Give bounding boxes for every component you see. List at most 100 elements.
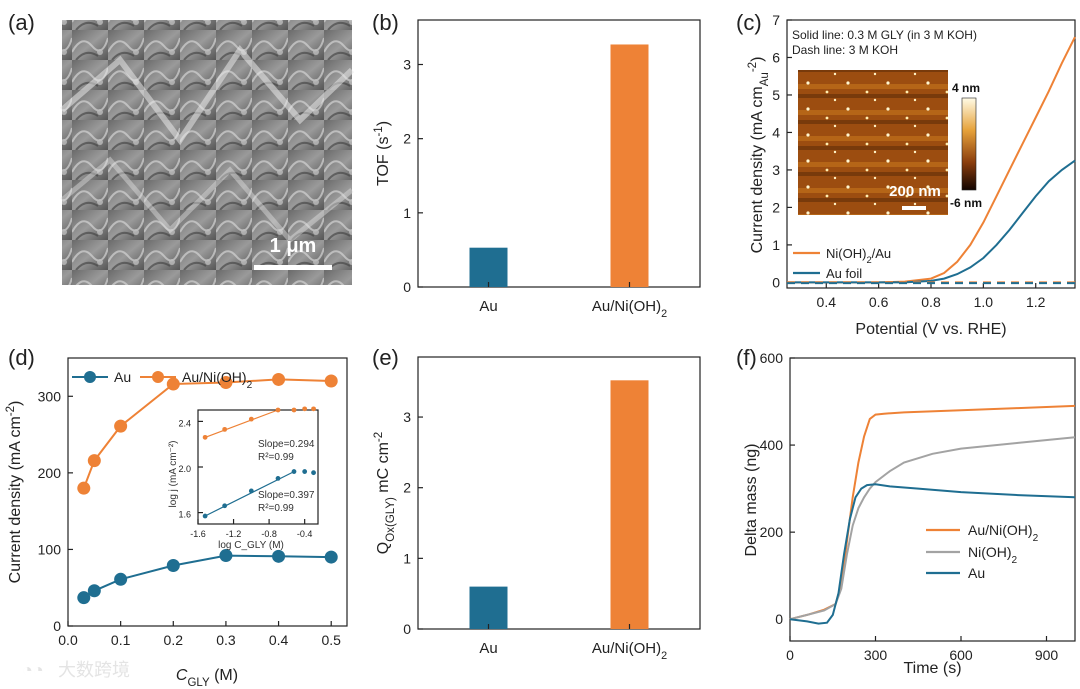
- y-axis-label-part: mC cm: [375, 442, 392, 497]
- data-point: [324, 374, 338, 388]
- x-tick-label: -1.6: [190, 529, 206, 539]
- panel-c-note-dash: Dash line: 3 M KOH: [792, 43, 898, 57]
- y-axis-label-part: -1: [373, 126, 385, 136]
- afm-colorbar-min: -6 nm: [950, 196, 982, 210]
- y-axis-label-part: TOF (s: [375, 137, 392, 186]
- panel-b-label: (b): [372, 10, 399, 35]
- sem-scale-label: 1 μm: [270, 235, 317, 257]
- y-tick-label: 300: [38, 388, 62, 404]
- y-axis-label-part: Current density (mA cm: [7, 416, 24, 583]
- x-tick-label: -0.8: [261, 529, 277, 539]
- inset-xlabel: log C_GLY (M): [218, 540, 284, 551]
- legend-label-part: /Au: [872, 246, 892, 261]
- data-point: [272, 372, 286, 386]
- legend-marker: [84, 371, 96, 383]
- x-category-label: Au: [479, 298, 497, 315]
- legend-label: Ni(OH)2: [968, 544, 1018, 566]
- y-axis-label-part: Delta mass (ng): [743, 444, 760, 557]
- y-tick-label: 200: [38, 465, 62, 481]
- x-category-label: Au: [479, 640, 497, 657]
- x-axis-label: Potential (V vs. RHE): [855, 321, 1006, 338]
- y-tick-label: 0: [403, 279, 411, 295]
- legend-label-part: Ni(OH): [826, 246, 866, 261]
- x-tick-label: 0: [786, 647, 794, 663]
- series-line: [787, 36, 1076, 284]
- x-category-label-part: Au: [479, 640, 497, 657]
- sem-image: [62, 20, 352, 285]
- y-tick-label: 2: [403, 480, 411, 496]
- afm-scale-label: 200 nm: [889, 183, 941, 200]
- data-point: [324, 550, 338, 564]
- inset-slope-au: Slope=0.397: [258, 490, 315, 501]
- y-tick-label: 200: [760, 524, 784, 540]
- y-axis-label-part: -2: [373, 432, 385, 442]
- bar-au: [469, 247, 508, 287]
- inset-ylabel: log j (mA cm⁻²): [168, 441, 179, 508]
- x-category-label-part: 2: [661, 650, 667, 662]
- axes-frame: [789, 357, 1076, 642]
- panel-f-label: (f): [736, 345, 757, 370]
- x-axis-label: Time (s): [903, 660, 961, 677]
- y-axis-label-part: -2: [747, 62, 759, 72]
- inset-data-point: [302, 469, 308, 474]
- inset-data-point: [311, 406, 316, 412]
- y-tick-label: 2.0: [178, 464, 191, 474]
- panel-a-label: (a): [8, 10, 35, 35]
- y-tick-label: 0: [403, 621, 411, 637]
- x-axis-label-part: GLY: [187, 677, 210, 689]
- inset-data-point: [248, 416, 254, 422]
- y-tick-label: 400: [760, 437, 784, 453]
- x-tick-label: 0.6: [869, 294, 889, 310]
- sem-scale-bar: [254, 265, 332, 270]
- inset-data-point: [202, 513, 208, 519]
- x-tick-label: 1.2: [1026, 294, 1046, 310]
- inset-fit-line: [204, 409, 279, 438]
- afm-colorbar: [961, 97, 977, 191]
- x-tick-label: -1.2: [226, 529, 242, 539]
- inset-data-point: [311, 470, 316, 476]
- x-tick-label: 0.3: [216, 632, 236, 648]
- bar-au-nioh2: [610, 44, 649, 287]
- inset-frame: [197, 409, 319, 525]
- x-axis-label: CGLY (M): [176, 667, 238, 689]
- bar-au: [469, 586, 508, 629]
- inset-data-point: [275, 407, 281, 413]
- data-point: [77, 591, 91, 605]
- panel-d-label: (d): [8, 345, 35, 370]
- inset-data-point: [275, 476, 281, 481]
- y-tick-label: 2: [403, 131, 411, 147]
- y-axis-label-part: ): [375, 121, 392, 126]
- inset-data-point: [202, 434, 208, 440]
- chart-c-lsv: 0 1 2 3 4 5 6 7 0.4 0.6 0.8 1.0 1.2 Potential (V vs. …: [747, 12, 1076, 338]
- watermark-text: 大数跨境: [58, 660, 130, 680]
- axes-frame: [67, 357, 348, 627]
- legend-label: Au: [968, 565, 985, 581]
- legend-label-part: Au: [968, 565, 985, 581]
- data-point: [272, 549, 286, 563]
- series-line: [789, 436, 1076, 621]
- y-axis-label-part: Au: [759, 72, 771, 86]
- inset-data-point: [222, 503, 228, 509]
- x-tick-label: 0.1: [111, 632, 131, 648]
- afm-scale-bar: [902, 206, 926, 210]
- x-tick-label: 0.5: [321, 632, 341, 648]
- panel-e-label: (e): [372, 345, 399, 370]
- sem-flake-highlight: [60, 156, 354, 244]
- inset-slope-niau: Slope=0.294: [258, 439, 315, 450]
- y-tick-label: 3: [403, 57, 411, 73]
- panel-c-label: (c): [736, 10, 762, 35]
- x-category-label-part: Au/Ni(OH): [592, 640, 661, 657]
- legend-label: Au: [114, 369, 131, 385]
- x-tick-label: 300: [864, 647, 888, 663]
- y-tick-label: 7: [772, 12, 780, 28]
- y-axis-label: Delta mass (ng): [743, 444, 760, 557]
- legend-label-part: Au/Ni(OH): [182, 369, 247, 385]
- inset-r2-au: R²=0.99: [258, 503, 294, 514]
- y-tick-label: 5: [772, 87, 780, 103]
- inset-data-point: [222, 426, 228, 432]
- data-point: [166, 559, 180, 573]
- y-axis-label-part: ): [749, 57, 766, 62]
